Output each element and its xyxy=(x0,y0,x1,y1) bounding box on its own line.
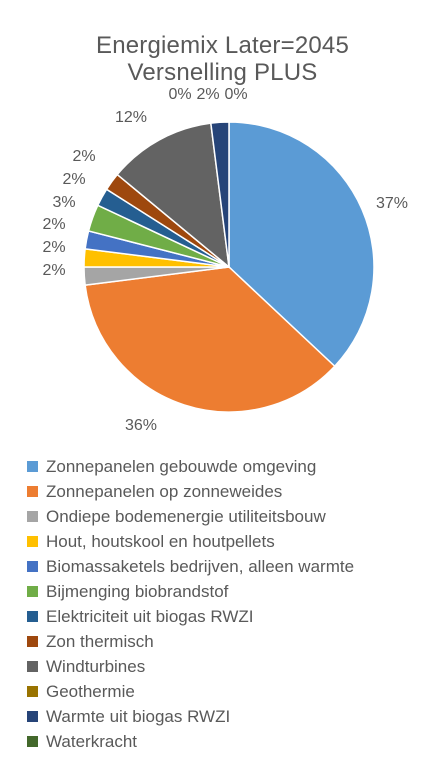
data-label-zonnepanelen-op-zonneweides: 36% xyxy=(125,417,157,434)
legend-label-warmte-uit-biogas-rwzi: Warmte uit biogas RWZI xyxy=(46,706,231,726)
pie-slice-warmte-uit-biogas-rwzi xyxy=(209,121,230,268)
legend-label-zonnepanelen-op-zonneweides: Zonnepanelen op zonneweides xyxy=(46,481,283,501)
legend-label-zon-thermisch: Zon thermisch xyxy=(46,631,154,651)
legend-swatch-hout-houtskool-en-houtpellets xyxy=(27,536,38,547)
data-label-waterkracht: 0% xyxy=(224,86,247,103)
legend-item-hout-houtskool-en-houtpellets: Hout, houtskool en houtpellets xyxy=(27,529,437,554)
legend-label-windturbines: Windturbines xyxy=(46,656,146,676)
pie-plot-area: 37% 36% 2% 2% 2% 3% 2% 2% 12% 0% 2% 0% xyxy=(42,86,408,434)
legend-item-zon-thermisch: Zon thermisch xyxy=(27,629,437,654)
legend-swatch-geothermie xyxy=(27,686,38,697)
legend-swatch-biomassaketels-bedrijven-alleen-warmte xyxy=(27,561,38,572)
data-label-hout-houtskool-en-houtpellets: 2% xyxy=(42,239,65,256)
legend-label-zonnepanelen-gebouwde-omgeving: Zonnepanelen gebouwde omgeving xyxy=(46,456,317,476)
legend-label-bijmenging-biobrandstof: Bijmenging biobrandstof xyxy=(46,581,229,601)
chart-title: Energiemix Later=2045 xyxy=(95,32,350,59)
legend-label-elektriciteit-uit-biogas-rwzi: Elektriciteit uit biogas RWZI xyxy=(46,606,254,626)
legend-item-elektriciteit-uit-biogas-rwzi: Elektriciteit uit biogas RWZI xyxy=(27,604,437,629)
legend-swatch-ondiepe-bodemenergie-utiliteitsbouw xyxy=(27,511,38,522)
data-label-geothermie: 0% xyxy=(168,86,191,103)
legend-item-bijmenging-biobrandstof: Bijmenging biobrandstof xyxy=(27,579,437,604)
data-label-warmte-uit-biogas-rwzi: 2% xyxy=(196,86,219,103)
legend-label-geothermie: Geothermie xyxy=(46,681,135,701)
chart-subtitle: Versnelling PLUS xyxy=(127,59,318,86)
legend-swatch-bijmenging-biobrandstof xyxy=(27,586,38,597)
legend-item-geothermie: Geothermie xyxy=(27,679,437,704)
data-label-ondiepe-bodemenergie-utiliteitsbouw: 2% xyxy=(42,262,65,279)
legend-swatch-elektriciteit-uit-biogas-rwzi xyxy=(27,611,38,622)
legend-swatch-zon-thermisch xyxy=(27,636,38,647)
legend-item-ondiepe-bodemenergie-utiliteitsbouw: Ondiepe bodemenergie utiliteitsbouw xyxy=(27,504,437,529)
legend: Zonnepanelen gebouwde omgeving Zonnepanel… xyxy=(27,454,437,754)
data-label-bijmenging-biobrandstof: 3% xyxy=(52,194,75,211)
legend-label-ondiepe-bodemenergie-utiliteitsbouw: Ondiepe bodemenergie utiliteitsbouw xyxy=(46,506,326,526)
legend-label-waterkracht: Waterkracht xyxy=(46,731,138,751)
legend-label-hout-houtskool-en-houtpellets: Hout, houtskool en houtpellets xyxy=(46,531,275,551)
pie-slice-zonnepanelen-op-zonneweides xyxy=(84,266,336,413)
legend-item-zonnepanelen-op-zonneweides: Zonnepanelen op zonneweides xyxy=(27,479,437,504)
legend-item-biomassaketels-bedrijven-alleen-warmte: Biomassaketels bedrijven, alleen warmte xyxy=(27,554,437,579)
legend-swatch-zonnepanelen-op-zonneweides xyxy=(27,486,38,497)
legend-item-zonnepanelen-gebouwde-omgeving: Zonnepanelen gebouwde omgeving xyxy=(27,454,437,479)
data-label-zonnepanelen-gebouwde-omgeving: 37% xyxy=(376,195,408,212)
data-label-elektriciteit-uit-biogas-rwzi: 2% xyxy=(62,171,85,188)
legend-item-warmte-uit-biogas-rwzi: Warmte uit biogas RWZI xyxy=(27,704,437,729)
pie-slice-windturbines xyxy=(116,122,230,269)
legend-swatch-zonnepanelen-gebouwde-omgeving xyxy=(27,461,38,472)
legend-swatch-warmte-uit-biogas-rwzi xyxy=(27,711,38,722)
legend-item-waterkracht: Waterkracht xyxy=(27,729,437,754)
data-label-windturbines: 12% xyxy=(115,109,147,126)
legend-item-windturbines: Windturbines xyxy=(27,654,437,679)
data-label-zon-thermisch: 2% xyxy=(72,148,95,165)
legend-swatch-waterkracht xyxy=(27,736,38,747)
legend-label-biomassaketels-bedrijven-alleen-warmte: Biomassaketels bedrijven, alleen warmte xyxy=(46,556,355,576)
pie-slice-zonnepanelen-gebouwde-omgeving xyxy=(228,121,375,368)
data-label-biomassaketels-bedrijven-alleen-warmte: 2% xyxy=(42,216,65,233)
legend-swatch-windturbines xyxy=(27,661,38,672)
